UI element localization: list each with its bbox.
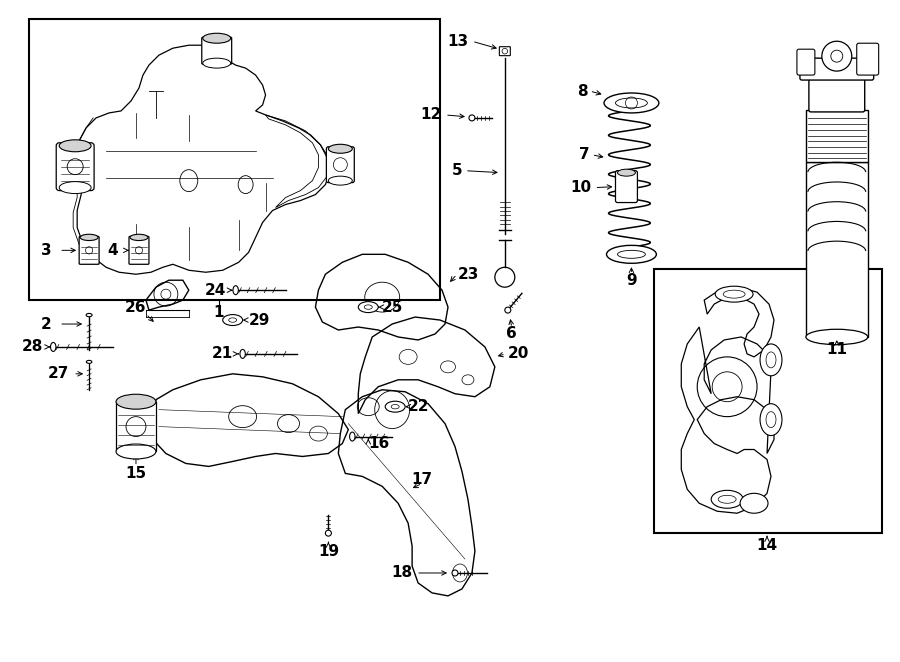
Bar [806, 110, 868, 162]
Text: 21: 21 [212, 346, 233, 361]
FancyBboxPatch shape [857, 43, 878, 75]
Text: 5: 5 [451, 163, 462, 178]
Text: 3: 3 [40, 243, 51, 258]
Text: 24: 24 [204, 283, 226, 298]
Ellipse shape [604, 93, 659, 113]
Ellipse shape [328, 176, 352, 185]
Text: 14: 14 [757, 538, 778, 553]
Text: 15: 15 [125, 466, 147, 481]
Ellipse shape [760, 344, 782, 376]
Text: 1: 1 [213, 305, 224, 320]
Text: 11: 11 [826, 342, 847, 357]
Ellipse shape [116, 444, 156, 459]
Text: 23: 23 [458, 267, 480, 282]
Text: 12: 12 [421, 107, 442, 122]
FancyBboxPatch shape [327, 147, 355, 183]
Text: 8: 8 [577, 83, 588, 99]
Ellipse shape [202, 33, 230, 43]
Ellipse shape [116, 395, 156, 409]
Ellipse shape [452, 570, 458, 576]
Ellipse shape [349, 432, 355, 441]
FancyBboxPatch shape [129, 236, 148, 264]
Ellipse shape [240, 350, 246, 358]
Text: 16: 16 [368, 436, 390, 451]
Text: 18: 18 [391, 565, 412, 581]
Circle shape [822, 41, 851, 71]
Text: 22: 22 [408, 399, 429, 414]
Ellipse shape [711, 491, 743, 508]
Ellipse shape [326, 530, 331, 536]
FancyBboxPatch shape [202, 37, 231, 64]
Ellipse shape [59, 140, 91, 152]
Ellipse shape [233, 286, 238, 295]
Text: 13: 13 [446, 34, 468, 49]
Text: 17: 17 [411, 472, 433, 487]
Text: 26: 26 [125, 300, 147, 314]
FancyBboxPatch shape [56, 143, 94, 191]
FancyBboxPatch shape [796, 49, 814, 75]
FancyBboxPatch shape [800, 58, 874, 80]
Ellipse shape [385, 401, 405, 412]
Ellipse shape [617, 169, 635, 176]
FancyBboxPatch shape [616, 171, 637, 203]
Ellipse shape [59, 181, 91, 193]
Ellipse shape [328, 144, 352, 153]
Text: 6: 6 [507, 326, 517, 342]
Text: 10: 10 [571, 180, 591, 195]
Ellipse shape [469, 115, 475, 121]
Bar [654, 269, 882, 533]
Text: 4: 4 [108, 243, 119, 258]
Text: 2: 2 [40, 316, 51, 332]
FancyBboxPatch shape [500, 47, 510, 56]
Ellipse shape [80, 234, 98, 240]
Ellipse shape [740, 493, 768, 513]
Text: 20: 20 [508, 346, 529, 361]
Ellipse shape [505, 307, 511, 313]
Text: 27: 27 [48, 366, 69, 381]
Bar [116, 402, 156, 451]
Ellipse shape [358, 302, 378, 312]
Text: 25: 25 [382, 300, 403, 314]
Ellipse shape [806, 329, 868, 345]
Ellipse shape [86, 313, 92, 316]
Text: 28: 28 [22, 340, 43, 354]
Ellipse shape [86, 360, 92, 363]
Text: 9: 9 [626, 273, 637, 288]
Ellipse shape [202, 58, 230, 68]
Ellipse shape [607, 246, 656, 263]
Text: 19: 19 [318, 544, 339, 559]
Ellipse shape [716, 286, 753, 302]
Ellipse shape [760, 404, 782, 436]
Bar [806, 162, 868, 337]
FancyBboxPatch shape [809, 76, 865, 112]
Ellipse shape [50, 342, 56, 352]
Bar [30, 19, 440, 300]
Text: 7: 7 [579, 147, 590, 162]
Text: 29: 29 [248, 312, 270, 328]
Ellipse shape [222, 314, 243, 326]
Ellipse shape [130, 234, 148, 240]
FancyBboxPatch shape [79, 236, 99, 264]
